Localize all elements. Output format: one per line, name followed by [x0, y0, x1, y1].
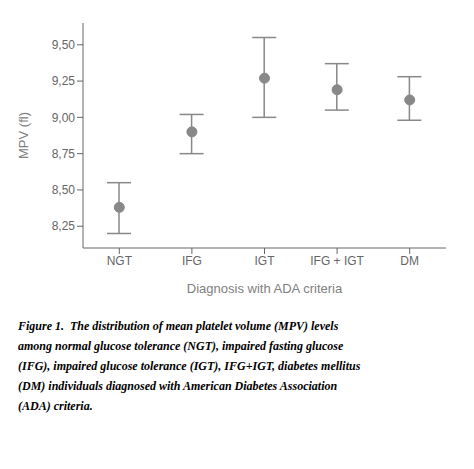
html-text:(IFG), impaired glucose tolera: (IFG), impaired glucose tolerance (IGT),…: [18, 359, 361, 373]
svg-text:Diagnosis with ADA criteria: Diagnosis with ADA criteria: [187, 281, 343, 296]
html-text:(DM) individuals diagnosed wit: (DM) individuals diagnosed with American…: [18, 379, 338, 393]
svg-text:9,25: 9,25: [52, 74, 76, 88]
svg-text:NGT: NGT: [107, 254, 133, 268]
svg-text:IFG: IFG: [182, 254, 202, 268]
svg-text:8,50: 8,50: [52, 183, 76, 197]
svg-text:MPV (fl): MPV (fl): [16, 112, 31, 159]
svg-text:IGT: IGT: [255, 254, 276, 268]
svg-text:8,25: 8,25: [52, 219, 76, 233]
html-text:Figure 1. The distribution of: Figure 1. The distribution of mean plate…: [18, 319, 339, 333]
html-text:(ADA) criteria.: (ADA) criteria.: [18, 399, 93, 413]
svg-text:9,00: 9,00: [52, 111, 76, 125]
svg-text:8,75: 8,75: [52, 147, 76, 161]
svg-text:9,50: 9,50: [52, 38, 76, 52]
svg-text:IFG + IGT: IFG + IGT: [310, 254, 364, 268]
html-text:among normal glucose tolerance: among normal glucose tolerance (NGT), im…: [18, 339, 344, 353]
svg-text:DM: DM: [400, 254, 419, 268]
